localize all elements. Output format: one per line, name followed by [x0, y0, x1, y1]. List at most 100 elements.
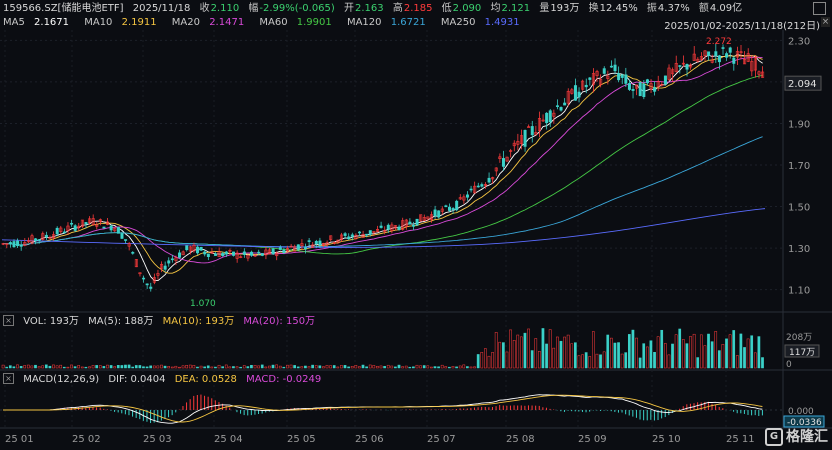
- macd-axis-zero: 0.000: [788, 407, 814, 417]
- candle-body: [588, 77, 592, 80]
- volume-bar: [304, 365, 307, 369]
- date-range[interactable]: 2025/01/02-2025/11/18(212日): [664, 21, 820, 32]
- close-volume-icon[interactable]: ×: [3, 315, 14, 326]
- low-value: 2.090: [452, 3, 482, 14]
- volume-bar: [239, 366, 242, 369]
- candle-body: [570, 89, 574, 94]
- candle-body: [12, 241, 16, 248]
- candle-body: [372, 231, 376, 233]
- volume-bar: [685, 343, 689, 369]
- volume-bar: [631, 329, 635, 369]
- price-tick-label: 1.10: [788, 286, 810, 297]
- volume-bar: [250, 365, 253, 369]
- close-macd-icon[interactable]: ×: [3, 373, 14, 384]
- volume-bar: [426, 365, 430, 369]
- volume-bar: [152, 365, 156, 369]
- candle-body: [156, 273, 160, 276]
- volume-bar: [8, 365, 12, 369]
- volume-bar: [257, 365, 260, 369]
- candle-body: [761, 71, 765, 78]
- candle-body: [595, 71, 599, 76]
- volume-bar: [591, 331, 595, 369]
- close-value: 2.110: [210, 3, 240, 14]
- volume-bar: [667, 354, 671, 369]
- volume-bar: [545, 343, 548, 369]
- candle-body: [620, 74, 624, 78]
- volume-bar: [66, 366, 70, 369]
- volume-bar: [167, 366, 171, 369]
- price-tick-label: 1.50: [788, 203, 810, 214]
- volume-bar: [613, 342, 617, 369]
- candle-body: [527, 126, 531, 128]
- quote-date: 2025/11/18: [132, 3, 191, 14]
- candle-body: [304, 247, 308, 250]
- volume-bar: [134, 365, 138, 369]
- candle-body: [109, 225, 113, 231]
- volume-bar: [325, 365, 329, 369]
- volume-bar: [710, 341, 714, 369]
- candle-body: [271, 248, 275, 255]
- volume-bar: [480, 352, 484, 369]
- candle-body: [685, 63, 689, 70]
- candle-body: [124, 239, 128, 241]
- volume-bar: [98, 365, 102, 369]
- volume-bar: [523, 332, 527, 369]
- candle-body: [152, 277, 156, 283]
- volume-bar: [199, 365, 203, 369]
- candle-body: [483, 184, 487, 186]
- volume-bar: [732, 330, 736, 369]
- price-tick-label: 1.70: [788, 161, 810, 172]
- candle-body: [422, 217, 426, 221]
- volume-bar: [70, 364, 73, 369]
- candle-body: [660, 83, 664, 86]
- fullscreen-icon[interactable]: [813, 2, 826, 15]
- candle-body: [717, 55, 721, 63]
- volume-bar: [458, 365, 462, 369]
- candle-body: [663, 75, 667, 85]
- volume-bar: [52, 364, 55, 369]
- volume-bar: [289, 364, 293, 369]
- volume-bar: [566, 334, 570, 369]
- volume-axis-top: 208万: [786, 333, 812, 343]
- volume-bar: [681, 339, 685, 369]
- candle-body: [455, 200, 459, 211]
- candle-body: [383, 230, 387, 232]
- candle-body: [386, 224, 390, 230]
- volume-bar: [106, 364, 109, 369]
- candle-body: [552, 112, 556, 117]
- volume-bar: [383, 366, 386, 369]
- volume-bar: [412, 366, 415, 369]
- price-tick-label: 1.30: [788, 244, 810, 255]
- candle-body: [142, 277, 146, 280]
- candle-body: [80, 219, 84, 227]
- volume-bar: [73, 366, 77, 369]
- candle-body: [462, 196, 466, 201]
- candle-body: [102, 226, 106, 229]
- volume-bar: [620, 353, 624, 369]
- candle-body: [178, 252, 182, 258]
- candle-body: [728, 47, 732, 53]
- volume-bar: [214, 366, 217, 369]
- candle-body: [232, 251, 236, 256]
- candle-body: [289, 245, 293, 248]
- candle-body: [88, 218, 92, 223]
- candle-body: [656, 81, 660, 87]
- candle-body: [343, 233, 347, 236]
- candle-body: [347, 236, 351, 240]
- volume-bar: [617, 342, 620, 369]
- volume-bar: [563, 336, 566, 369]
- avg-value: 2.121: [501, 3, 531, 14]
- volume-bar: [577, 355, 581, 369]
- volume-bar: [16, 364, 19, 369]
- candle-body: [617, 73, 621, 81]
- volume-bar: [127, 364, 131, 369]
- volume-bar: [91, 365, 95, 369]
- candle-body: [555, 105, 559, 107]
- time-tick-label: 25 07: [427, 434, 456, 445]
- candle-body: [116, 227, 120, 234]
- candle-body: [725, 53, 729, 58]
- volume-bar: [444, 366, 448, 369]
- close-icon[interactable]: ×: [821, 17, 830, 27]
- candle-body: [66, 225, 70, 231]
